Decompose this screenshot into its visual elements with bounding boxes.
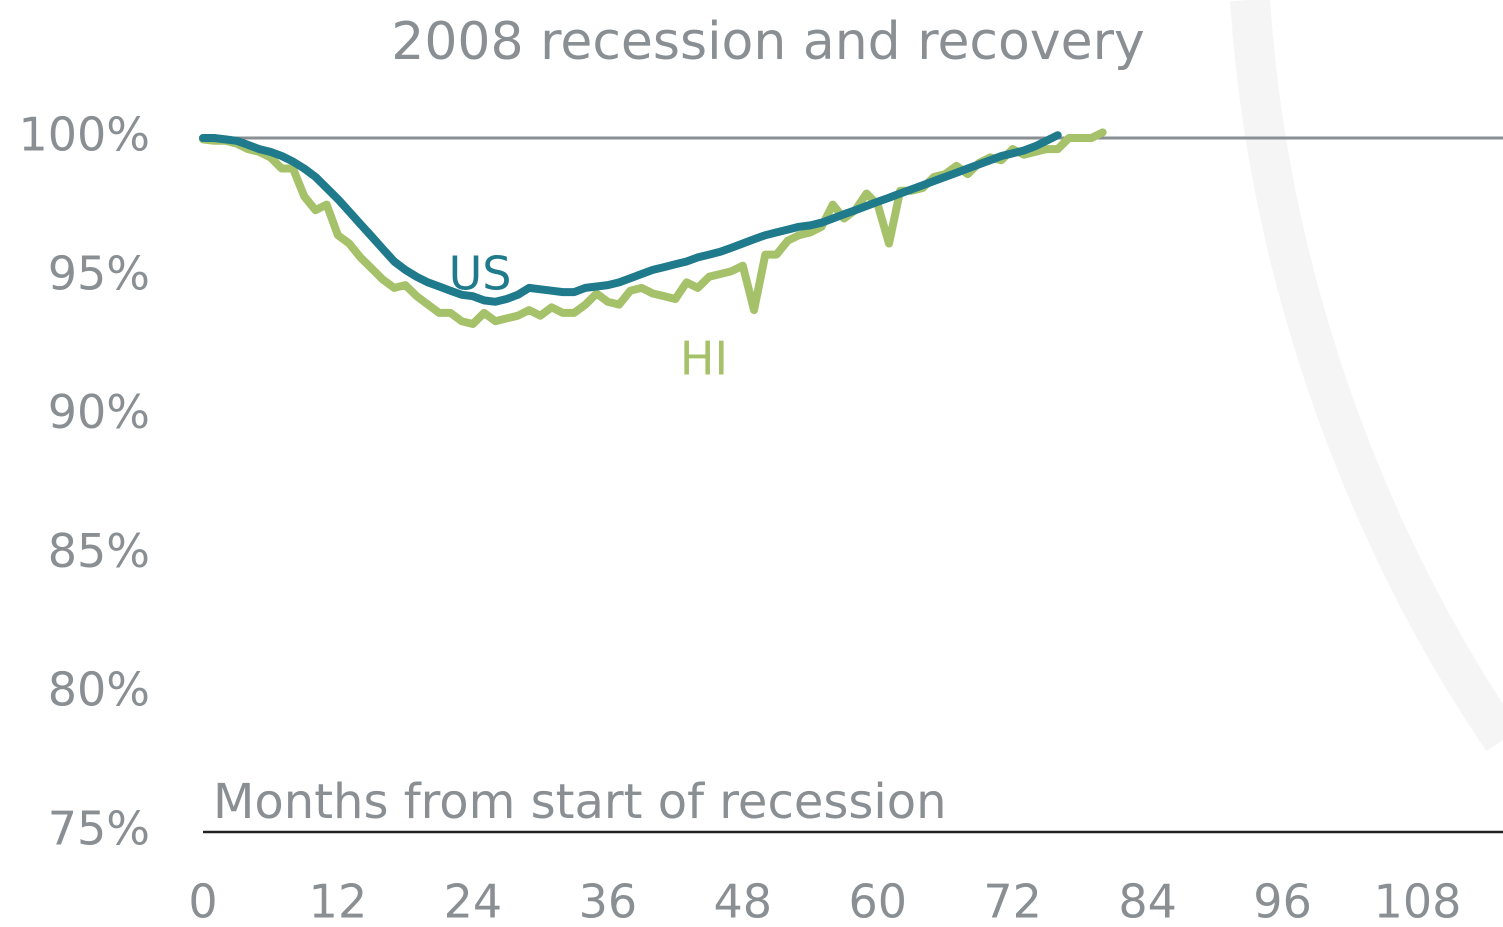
- y-tick-label: 95%: [48, 246, 150, 300]
- y-tick-label: 80%: [48, 663, 150, 717]
- series-label: HI: [680, 332, 728, 386]
- x-tick-label: 0: [188, 875, 217, 927]
- series-line: [199, 128, 1107, 328]
- x-tick-label: 96: [1253, 875, 1312, 927]
- x-tick-label: 84: [1118, 875, 1177, 927]
- x-tick-label: 108: [1374, 875, 1462, 927]
- x-tick-label: 72: [983, 875, 1042, 927]
- x-tick-label: 36: [579, 875, 638, 927]
- chart-title: 2008 recession and recovery: [391, 12, 1145, 72]
- y-tick-label: 90%: [48, 385, 150, 439]
- x-tick-label: 48: [714, 875, 773, 927]
- y-tick-label: 100%: [18, 108, 150, 162]
- x-tick-label: 12: [309, 875, 368, 927]
- series-line: [199, 131, 1062, 306]
- x-axis-label: Months from start of recession: [213, 774, 947, 830]
- watermark: [1230, 0, 1503, 752]
- x-tick-label: 24: [444, 875, 503, 927]
- y-tick-label: 75%: [48, 802, 150, 856]
- y-tick-label: 85%: [48, 524, 150, 578]
- series-label: US: [449, 247, 512, 301]
- x-tick-label: 60: [848, 875, 907, 927]
